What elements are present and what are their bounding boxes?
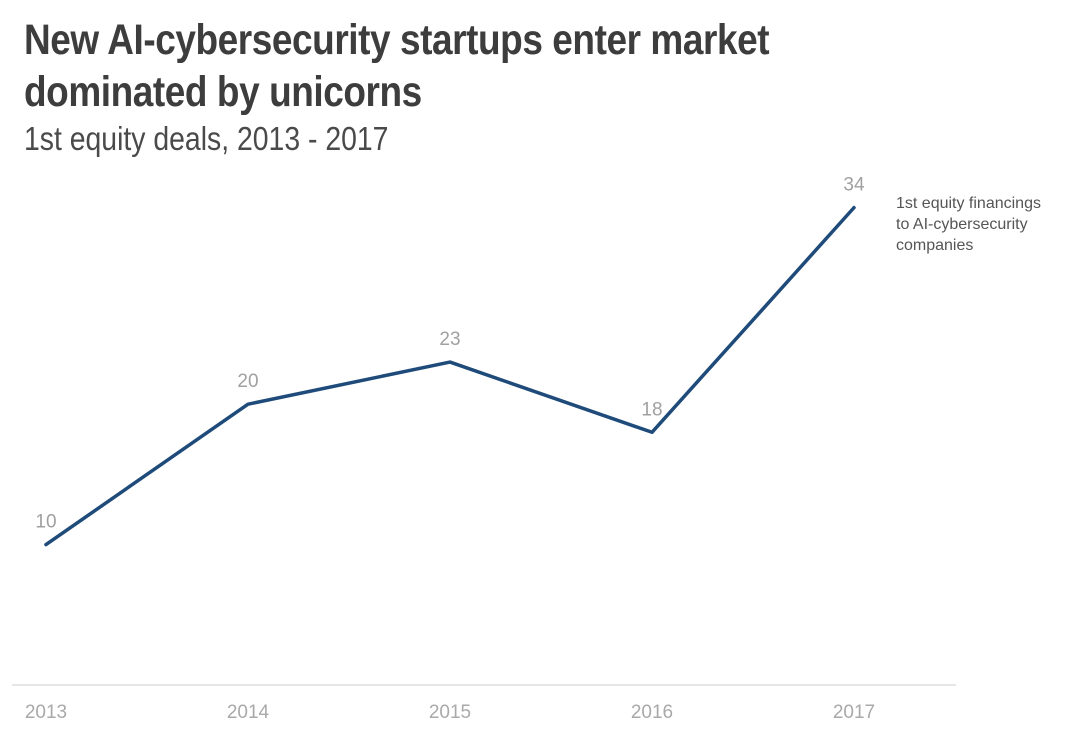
data-label: 23: [439, 329, 460, 350]
x-tick-label: 2015: [429, 702, 471, 723]
x-tick-label: 2013: [25, 702, 67, 723]
data-label: 34: [843, 175, 865, 196]
x-tick-label: 2017: [833, 702, 875, 723]
series-legend: 1st equity financings to AI-cybersecurit…: [896, 193, 1071, 256]
chart-title: New AI-cybersecurity startups enter mark…: [24, 16, 770, 116]
data-label: 18: [641, 399, 662, 420]
chart-subtitle: 1st equity deals, 2013 - 2017: [24, 120, 389, 157]
data-label: 20: [237, 371, 258, 392]
series-line: [44, 205, 856, 547]
legend-line: 1st equity financings: [896, 195, 1041, 212]
x-tick-label: 2016: [631, 702, 673, 723]
data-label: 10: [35, 512, 56, 533]
x-tick-label: 2014: [227, 702, 270, 723]
legend-line: companies: [896, 237, 974, 254]
legend-line: to AI-cybersecurity: [896, 216, 1028, 233]
